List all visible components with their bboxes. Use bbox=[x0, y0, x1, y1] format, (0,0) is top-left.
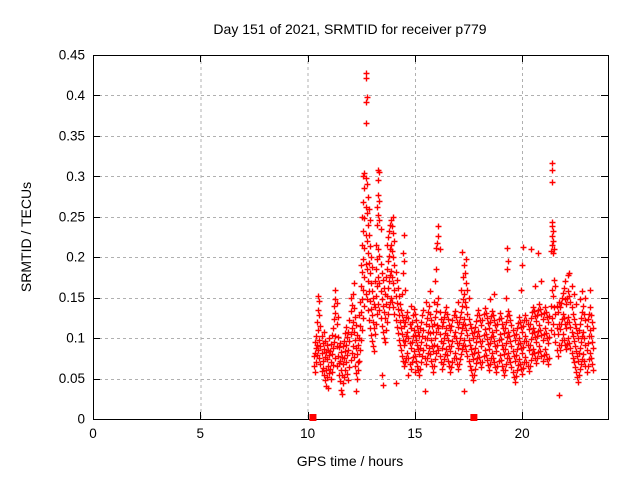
y-tick-label: 0 bbox=[77, 412, 85, 427]
x-tick-label: 20 bbox=[515, 426, 530, 441]
y-tick-label: 0.1 bbox=[66, 331, 85, 346]
x-tick-label: 0 bbox=[89, 426, 97, 441]
y-tick-label: 0.45 bbox=[59, 48, 85, 63]
x-tick-label: 5 bbox=[197, 426, 205, 441]
chart-title: Day 151 of 2021, SRMTID for receiver p77… bbox=[213, 21, 486, 37]
y-tick-label: 0.25 bbox=[59, 209, 85, 224]
x-axis-label: GPS time / hours bbox=[297, 453, 404, 469]
y-tick-label: 0.4 bbox=[66, 88, 85, 103]
y-tick-label: 0.15 bbox=[59, 290, 85, 305]
y-axis-label: SRMTID / TECUs bbox=[18, 182, 34, 292]
scatter-points bbox=[309, 70, 597, 421]
grid-lines bbox=[93, 55, 608, 419]
x-tick-label: 10 bbox=[300, 426, 315, 441]
tick-labels: 0 5 10 15 20 0 0.05 0.1 0.15 0.2 0.25 0.3 0.35 0.4 0.4… bbox=[59, 48, 530, 442]
axis-ticks bbox=[93, 55, 608, 420]
x-tick-label: 15 bbox=[407, 426, 422, 441]
y-tick-label: 0.35 bbox=[59, 128, 85, 143]
plot-border bbox=[93, 55, 609, 420]
y-tick-label: 0.3 bbox=[66, 169, 85, 184]
y-tick-label: 0.05 bbox=[59, 371, 85, 386]
y-tick-label: 0.2 bbox=[66, 250, 85, 265]
